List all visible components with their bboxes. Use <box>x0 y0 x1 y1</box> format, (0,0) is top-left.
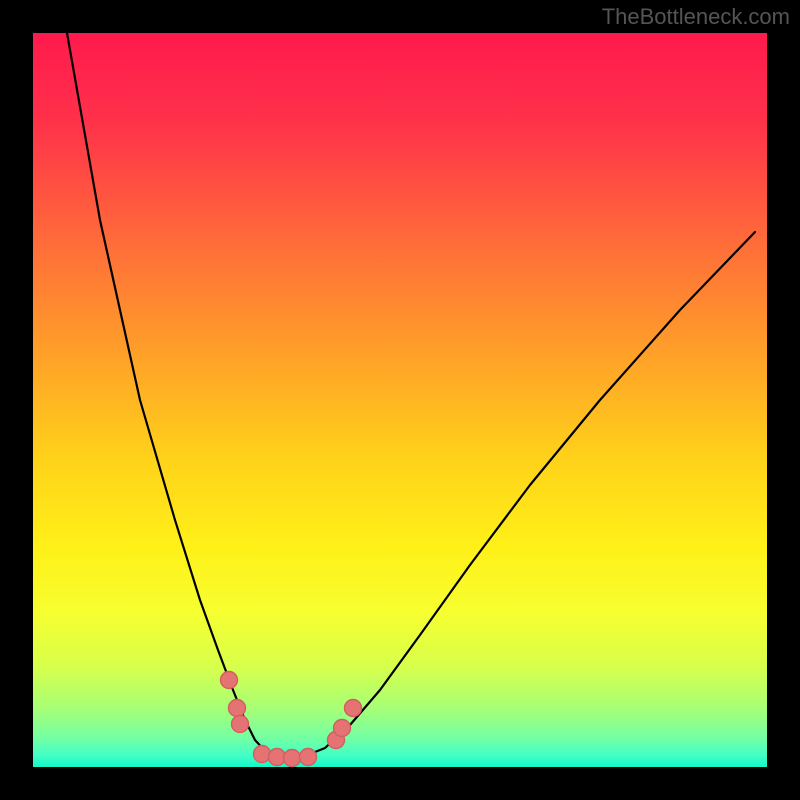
data-marker <box>284 750 301 767</box>
data-marker <box>232 716 249 733</box>
data-marker <box>300 749 317 766</box>
data-marker <box>345 700 362 717</box>
chart-root: TheBottleneck.com <box>0 0 800 800</box>
plot-background <box>33 33 767 767</box>
data-marker <box>254 746 271 763</box>
data-marker <box>221 672 238 689</box>
data-marker <box>334 720 351 737</box>
data-marker <box>229 700 246 717</box>
chart-svg <box>0 0 800 800</box>
